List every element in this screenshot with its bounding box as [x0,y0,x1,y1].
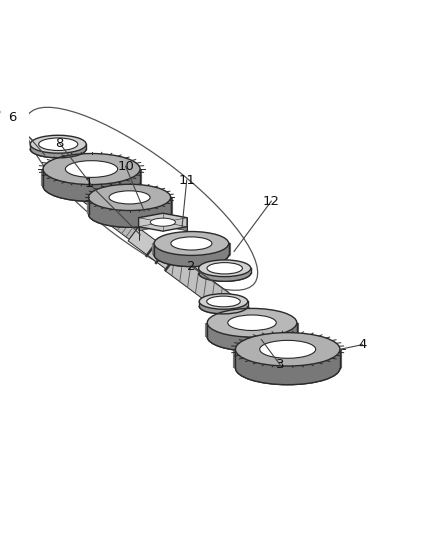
Ellipse shape [171,237,212,250]
Polygon shape [88,197,171,227]
Text: 3: 3 [276,358,284,371]
Polygon shape [165,254,258,331]
Ellipse shape [65,160,118,177]
Polygon shape [154,244,229,266]
Text: 11: 11 [178,174,195,187]
Text: 1: 1 [85,177,93,190]
Text: 8: 8 [56,137,64,150]
Polygon shape [198,268,251,281]
Text: 12: 12 [263,195,280,208]
Ellipse shape [30,135,86,153]
Ellipse shape [88,184,171,211]
Ellipse shape [207,263,242,274]
Text: 4: 4 [358,338,367,351]
Polygon shape [207,323,297,351]
Ellipse shape [236,333,340,366]
Polygon shape [199,302,248,314]
Polygon shape [247,316,288,352]
Polygon shape [128,228,176,269]
Text: 10: 10 [117,160,134,173]
Polygon shape [139,213,163,231]
Ellipse shape [39,138,78,150]
Ellipse shape [260,341,316,358]
Text: 5: 5 [0,105,2,118]
Ellipse shape [228,315,276,330]
Ellipse shape [150,218,176,226]
Ellipse shape [109,191,150,204]
Ellipse shape [198,260,251,277]
Polygon shape [163,213,187,231]
Ellipse shape [199,294,248,309]
Ellipse shape [207,296,240,307]
Polygon shape [30,144,86,158]
Text: 2: 2 [187,260,195,272]
Text: 6: 6 [8,111,16,124]
Ellipse shape [207,309,297,337]
Polygon shape [139,213,187,231]
Polygon shape [94,203,137,239]
Polygon shape [279,341,322,377]
Polygon shape [43,169,140,201]
Ellipse shape [154,231,229,255]
Polygon shape [78,192,100,211]
Ellipse shape [43,154,140,184]
Polygon shape [236,349,340,385]
